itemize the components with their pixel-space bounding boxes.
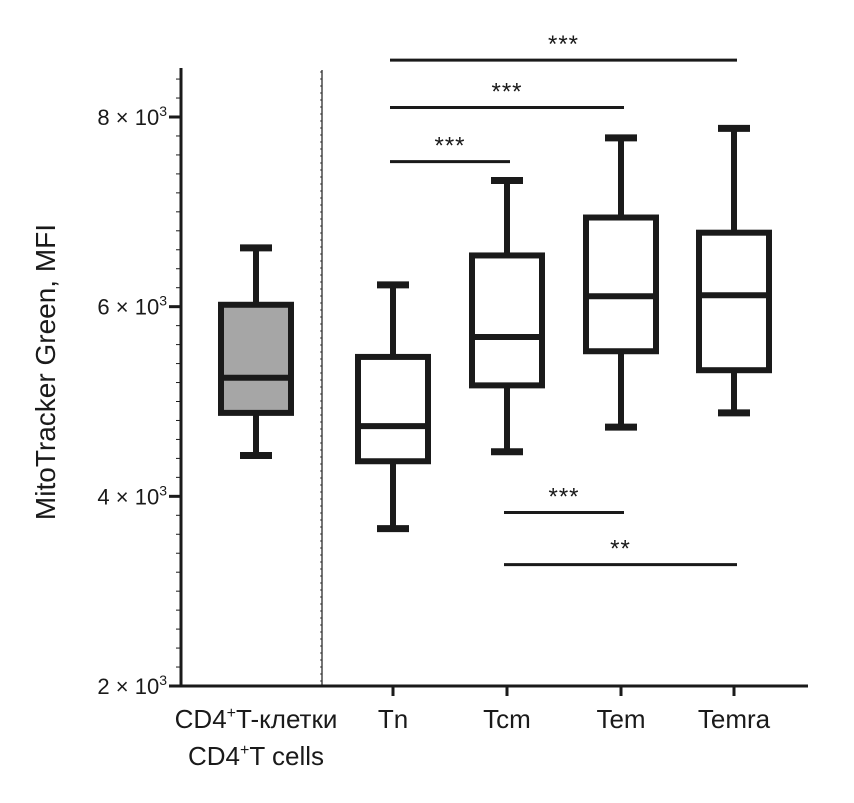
x-label-tem: Tem bbox=[596, 704, 645, 734]
box-tcm bbox=[469, 177, 545, 456]
significance-label-tcm-tem: *** bbox=[548, 483, 579, 510]
x-label-cd4-ru: CD4+T-клетки bbox=[175, 704, 338, 734]
iqr-box bbox=[218, 301, 294, 416]
y-tick-label: 8 × 103 bbox=[97, 103, 167, 130]
y-axis-label: MitoTracker Green, MFI bbox=[30, 224, 61, 520]
y-tick-label: 6 × 103 bbox=[97, 293, 167, 320]
significance-label-tcm-temra: ** bbox=[610, 536, 631, 563]
box-temra bbox=[696, 124, 772, 417]
iqr-box bbox=[583, 214, 659, 355]
x-label-tcm: Tcm bbox=[483, 704, 531, 734]
box-cd4 bbox=[218, 244, 294, 460]
x-label-cd4-en: CD4+T cells bbox=[188, 741, 324, 771]
y-tick-label: 2 × 103 bbox=[97, 672, 167, 699]
significance-label-tn-tem: *** bbox=[491, 79, 522, 106]
x-label-tn: Tn bbox=[378, 704, 408, 734]
iqr-box bbox=[355, 353, 431, 465]
y-tick-label: 4 × 103 bbox=[97, 482, 167, 509]
significance-label-tn-temra: *** bbox=[548, 31, 579, 58]
box-tem bbox=[583, 134, 659, 431]
x-label-temra: Temra bbox=[698, 704, 771, 734]
box-tn bbox=[355, 281, 431, 533]
iqr-box bbox=[696, 229, 772, 374]
significance-label-tn-tcm: *** bbox=[434, 133, 465, 160]
iqr-box bbox=[469, 252, 545, 389]
